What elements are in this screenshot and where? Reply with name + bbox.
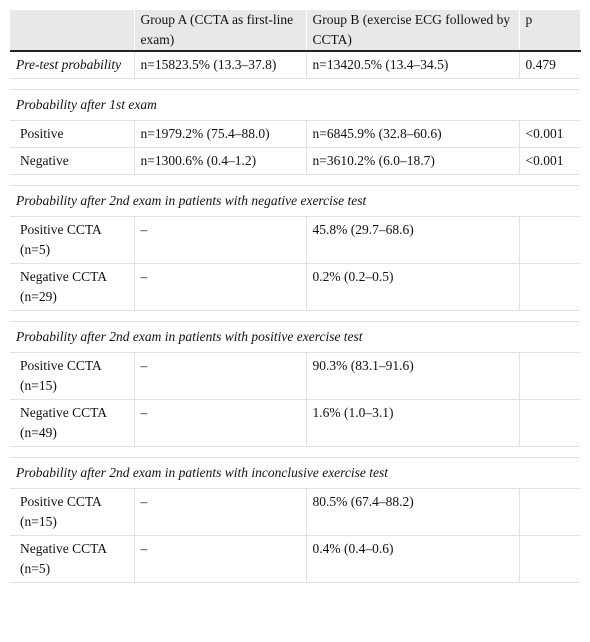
- section-row: Probability after 2nd exam in patients w…: [10, 457, 580, 489]
- table-row: Positive n=1979.2% (75.4–88.0) n=6845.9%…: [10, 120, 580, 148]
- cell-group-b: 0.4% (0.4–0.6): [306, 535, 520, 583]
- table-row: Positive CCTA (n=15) – 80.5% (67.4–88.2): [10, 488, 580, 536]
- cell-group-b: 90.3% (83.1–91.6): [306, 352, 520, 400]
- cell-p: <0.001: [519, 147, 580, 175]
- cell-group-b: n=13420.5% (13.4–34.5): [306, 51, 520, 79]
- row-label: Pre-test probability: [10, 51, 135, 79]
- cell-p: [519, 399, 580, 447]
- row-label: Negative: [10, 147, 135, 175]
- row-label: Positive CCTA (n=5): [10, 216, 135, 264]
- section-title: Probability after 2nd exam in patients w…: [10, 185, 580, 217]
- row-label: Negative CCTA (n=49): [10, 399, 135, 447]
- section-row: Probability after 1st exam: [10, 89, 580, 121]
- section-title: Probability after 2nd exam in patients w…: [10, 321, 580, 353]
- cell-group-a: –: [134, 263, 307, 311]
- table-row: Negative CCTA (n=5) – 0.4% (0.4–0.6): [10, 535, 580, 583]
- spacer: [10, 446, 580, 458]
- table-header: Group A (CCTA as first-line exam) Group …: [10, 10, 581, 52]
- cell-p: [519, 352, 580, 400]
- spacer-row: [10, 78, 580, 90]
- spacer-row: [10, 174, 580, 186]
- cell-p: <0.001: [519, 120, 580, 148]
- table-row: Negative CCTA (n=29) – 0.2% (0.2–0.5): [10, 263, 580, 311]
- cell-group-a: n=1979.2% (75.4–88.0): [134, 120, 307, 148]
- cell-group-b: 0.2% (0.2–0.5): [306, 263, 520, 311]
- header-blank: [10, 10, 135, 52]
- section-title: Probability after 2nd exam in patients w…: [10, 457, 580, 489]
- results-table: Group A (CCTA as first-line exam) Group …: [10, 10, 581, 583]
- spacer-row: [10, 310, 580, 322]
- row-label: Positive: [10, 120, 135, 148]
- section-row: Probability after 2nd exam in patients w…: [10, 321, 580, 353]
- cell-p: [519, 535, 580, 583]
- header-group-a: Group A (CCTA as first-line exam): [134, 10, 307, 52]
- cell-group-b: n=3610.2% (6.0–18.7): [306, 147, 520, 175]
- spacer: [10, 78, 580, 90]
- row-label: Positive CCTA (n=15): [10, 488, 135, 536]
- cell-p: 0.479: [519, 51, 580, 79]
- section-row: Probability after 2nd exam in patients w…: [10, 185, 580, 217]
- cell-p: [519, 263, 580, 311]
- header-group-b: Group B (exercise ECG followed by CCTA): [306, 10, 520, 52]
- spacer: [10, 174, 580, 186]
- cell-group-a: –: [134, 399, 307, 447]
- cell-group-b: n=6845.9% (32.8–60.6): [306, 120, 520, 148]
- row-label: Negative CCTA (n=29): [10, 263, 135, 311]
- spacer: [10, 310, 580, 322]
- cell-group-a: n=1300.6% (0.4–1.2): [134, 147, 307, 175]
- row-label: Negative CCTA (n=5): [10, 535, 135, 583]
- table-row: Positive CCTA (n=5) – 45.8% (29.7–68.6): [10, 216, 580, 264]
- section-title: Probability after 1st exam: [10, 89, 580, 121]
- cell-group-a: n=15823.5% (13.3–37.8): [134, 51, 307, 79]
- cell-group-a: –: [134, 352, 307, 400]
- cell-group-a: –: [134, 488, 307, 536]
- header-p: p: [519, 10, 581, 52]
- spacer-row: [10, 446, 580, 458]
- cell-p: [519, 216, 580, 264]
- table-row: Pre-test probability n=15823.5% (13.3–37…: [10, 51, 580, 79]
- table-row: Negative n=1300.6% (0.4–1.2) n=3610.2% (…: [10, 147, 580, 175]
- table-row: Positive CCTA (n=15) – 90.3% (83.1–91.6): [10, 352, 580, 400]
- cell-group-b: 1.6% (1.0–3.1): [306, 399, 520, 447]
- cell-group-a: –: [134, 216, 307, 264]
- cell-group-a: –: [134, 535, 307, 583]
- row-label: Positive CCTA (n=15): [10, 352, 135, 400]
- table-row: Negative CCTA (n=49) – 1.6% (1.0–3.1): [10, 399, 580, 447]
- cell-group-b: 80.5% (67.4–88.2): [306, 488, 520, 536]
- cell-group-b: 45.8% (29.7–68.6): [306, 216, 520, 264]
- cell-p: [519, 488, 580, 536]
